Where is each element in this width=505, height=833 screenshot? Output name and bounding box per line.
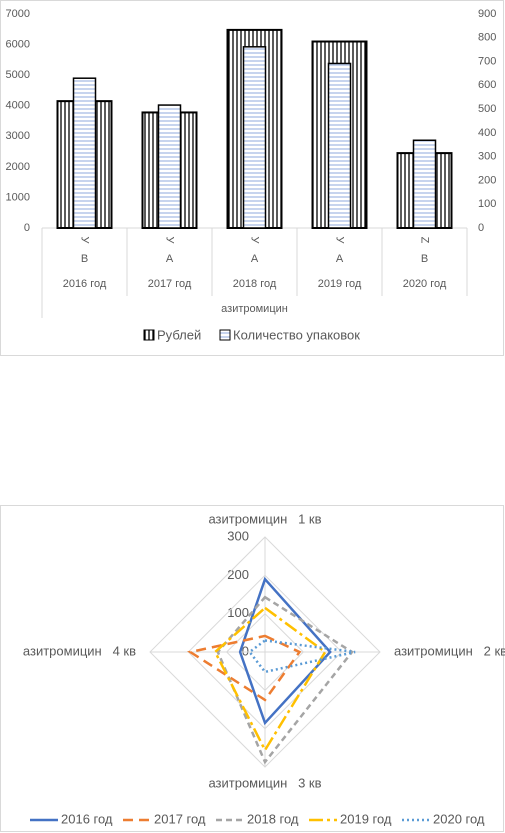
y-tick-label: 6000 bbox=[6, 38, 30, 50]
x-group-label: A bbox=[251, 253, 259, 265]
x-group-label: A bbox=[336, 253, 344, 265]
legend-label: 2020 год bbox=[433, 811, 485, 826]
y2-tick-label: 700 bbox=[478, 55, 496, 67]
legend-label: 2016 год bbox=[61, 811, 113, 826]
legend-label: Рублей bbox=[157, 327, 201, 342]
y2-tick-label: 200 bbox=[478, 174, 496, 186]
series-line bbox=[187, 634, 302, 702]
legend-swatch bbox=[219, 329, 231, 341]
x-group-title: азитромицин bbox=[221, 303, 288, 315]
y-tick-label: 0 bbox=[24, 222, 30, 234]
y2-tick-label: 300 bbox=[478, 151, 496, 163]
legend-label: 2017 год bbox=[154, 811, 206, 826]
r-tick-label: 300 bbox=[227, 528, 249, 543]
y2-tick-label: 600 bbox=[478, 79, 496, 91]
y-tick-label: 4000 bbox=[6, 100, 30, 112]
bar bbox=[242, 46, 267, 229]
x-code-label: Z bbox=[419, 237, 431, 244]
bar bbox=[72, 77, 97, 229]
y2-tick-label: 100 bbox=[478, 198, 496, 210]
y2-tick-label: 900 bbox=[478, 8, 496, 20]
bar bbox=[327, 62, 352, 229]
axis-label: азитромицин 1 кв bbox=[208, 511, 321, 526]
axis-label: азитромицин 4 кв bbox=[23, 643, 136, 658]
y-tick-label: 1000 bbox=[6, 191, 30, 203]
x-tick-label: 2016 год bbox=[63, 278, 107, 290]
y-tick-label: 3000 bbox=[6, 130, 30, 142]
y-tick-label: 7000 bbox=[6, 8, 30, 20]
r-tick-label: 200 bbox=[227, 567, 249, 582]
x-code-label: У bbox=[249, 237, 261, 245]
series-line bbox=[247, 639, 356, 674]
bar bbox=[157, 104, 182, 229]
chart-frame bbox=[0, 0, 504, 356]
y2-tick-label: 500 bbox=[478, 103, 496, 115]
legend-label: 2019 год bbox=[340, 811, 392, 826]
x-tick-label: 2018 год bbox=[233, 278, 277, 290]
x-code-label: У bbox=[164, 237, 176, 245]
r-tick-label: 0 bbox=[242, 643, 249, 658]
chart-frame bbox=[0, 505, 504, 832]
x-group-label: B bbox=[421, 253, 428, 265]
legend-label: 2018 год bbox=[247, 811, 299, 826]
x-tick-label: 2019 год bbox=[318, 278, 362, 290]
legend-label: Количество упаковок bbox=[233, 327, 360, 342]
legend-swatch bbox=[143, 329, 155, 341]
axis-label: азитромицин 2 кв bbox=[394, 643, 505, 658]
x-tick-label: 2017 год bbox=[148, 278, 192, 290]
axis-label: азитромицин 3 кв bbox=[208, 775, 321, 790]
x-code-label: У bbox=[79, 237, 91, 245]
y-tick-label: 2000 bbox=[6, 161, 30, 173]
series-line bbox=[238, 576, 332, 726]
y2-tick-label: 0 bbox=[478, 222, 484, 234]
y-tick-label: 5000 bbox=[6, 69, 30, 81]
x-code-label: У bbox=[334, 237, 346, 245]
y2-tick-label: 800 bbox=[478, 32, 496, 44]
x-group-label: B bbox=[81, 253, 88, 265]
r-tick-label: 100 bbox=[227, 605, 249, 620]
x-group-label: A bbox=[166, 253, 174, 265]
series-line bbox=[216, 595, 354, 765]
y2-tick-label: 400 bbox=[478, 127, 496, 139]
bar bbox=[412, 139, 437, 229]
x-tick-label: 2020 год bbox=[403, 278, 447, 290]
